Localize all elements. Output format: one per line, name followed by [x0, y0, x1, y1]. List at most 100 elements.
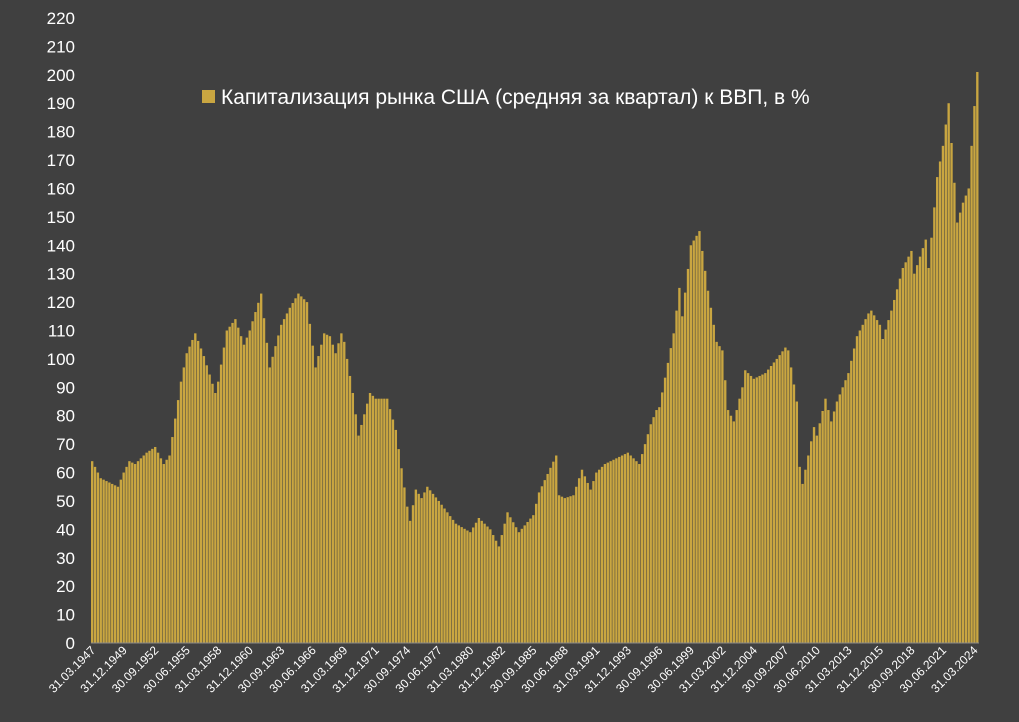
bar	[354, 414, 357, 643]
bar	[973, 106, 976, 643]
bar	[809, 441, 813, 643]
bar	[443, 508, 446, 643]
bar	[566, 497, 569, 643]
bar	[666, 362, 670, 643]
bar	[492, 535, 495, 643]
bar	[798, 466, 801, 643]
bar	[194, 333, 197, 643]
bar	[967, 188, 970, 643]
bar	[718, 346, 721, 644]
bar	[108, 482, 111, 643]
bar	[165, 459, 168, 643]
bar	[199, 348, 203, 643]
y-tick-label: 90	[56, 378, 75, 397]
bar	[119, 479, 122, 643]
y-tick-label: 220	[47, 9, 75, 28]
bar	[179, 381, 183, 643]
bar	[133, 464, 137, 643]
bar	[738, 398, 741, 643]
bar	[168, 455, 171, 643]
y-tick-label: 200	[47, 66, 75, 85]
bar	[812, 427, 816, 643]
y-tick-label: 20	[56, 577, 75, 596]
y-axis: 0 10 20 30 40 50 60 70 80 90 100 110 120 130 140 150 160…	[47, 9, 75, 653]
bar	[577, 478, 581, 643]
bar	[91, 461, 94, 643]
bar	[268, 367, 271, 643]
bar	[861, 324, 864, 643]
bar	[746, 373, 750, 643]
bar	[755, 377, 758, 644]
bar	[514, 527, 518, 643]
bar	[661, 392, 664, 643]
bar	[749, 375, 753, 643]
bar	[239, 336, 243, 643]
bar	[801, 483, 804, 643]
bar	[970, 145, 973, 643]
bar	[156, 452, 160, 643]
bar	[262, 318, 266, 643]
bar	[388, 409, 392, 643]
y-tick-label: 40	[56, 520, 75, 539]
bar	[139, 458, 143, 643]
bar	[471, 527, 475, 643]
bar	[878, 324, 882, 643]
bar	[936, 177, 939, 643]
bar	[128, 461, 131, 643]
bar	[726, 410, 730, 643]
bar	[535, 503, 538, 643]
bar	[964, 195, 968, 643]
bar	[176, 400, 180, 643]
bar	[340, 333, 343, 643]
bar	[933, 207, 936, 643]
bar	[148, 450, 151, 643]
bar	[529, 518, 532, 643]
bar	[483, 523, 486, 643]
bar	[784, 347, 787, 643]
bar	[638, 464, 641, 643]
bar	[612, 459, 615, 643]
bar	[875, 320, 879, 643]
bar	[592, 481, 595, 643]
bar	[325, 334, 329, 643]
bar	[772, 362, 776, 643]
bar	[311, 345, 314, 643]
y-tick-label: 130	[47, 265, 75, 284]
bar	[947, 103, 950, 644]
legend: Капитализация рынка США (средняя за квар…	[202, 86, 810, 109]
bar	[580, 469, 584, 643]
bar	[113, 485, 117, 643]
bar	[598, 469, 601, 643]
bar	[603, 464, 607, 643]
bar	[958, 212, 962, 643]
bar	[222, 347, 226, 643]
bar	[426, 486, 429, 643]
bar	[337, 343, 340, 643]
bar	[99, 478, 102, 643]
y-tick-label: 0	[66, 634, 75, 653]
y-tick-label: 110	[48, 322, 75, 341]
bar	[96, 472, 100, 643]
bar	[850, 360, 853, 643]
bar	[457, 525, 461, 643]
bar	[830, 421, 833, 643]
bar	[620, 455, 624, 643]
bar	[363, 414, 366, 643]
bar	[317, 356, 320, 643]
bar	[681, 316, 684, 643]
bar	[105, 481, 108, 643]
bar	[904, 262, 907, 643]
bar	[417, 493, 420, 643]
bar	[294, 298, 297, 643]
bar	[217, 381, 220, 643]
bar	[512, 522, 515, 643]
bar	[927, 268, 930, 643]
bar	[380, 398, 383, 643]
bar	[709, 307, 713, 643]
bars-layer	[91, 71, 979, 644]
y-tick-label: 60	[56, 464, 75, 483]
bar	[938, 161, 942, 643]
bar	[675, 310, 678, 643]
bar	[595, 472, 598, 643]
bar	[821, 410, 824, 643]
